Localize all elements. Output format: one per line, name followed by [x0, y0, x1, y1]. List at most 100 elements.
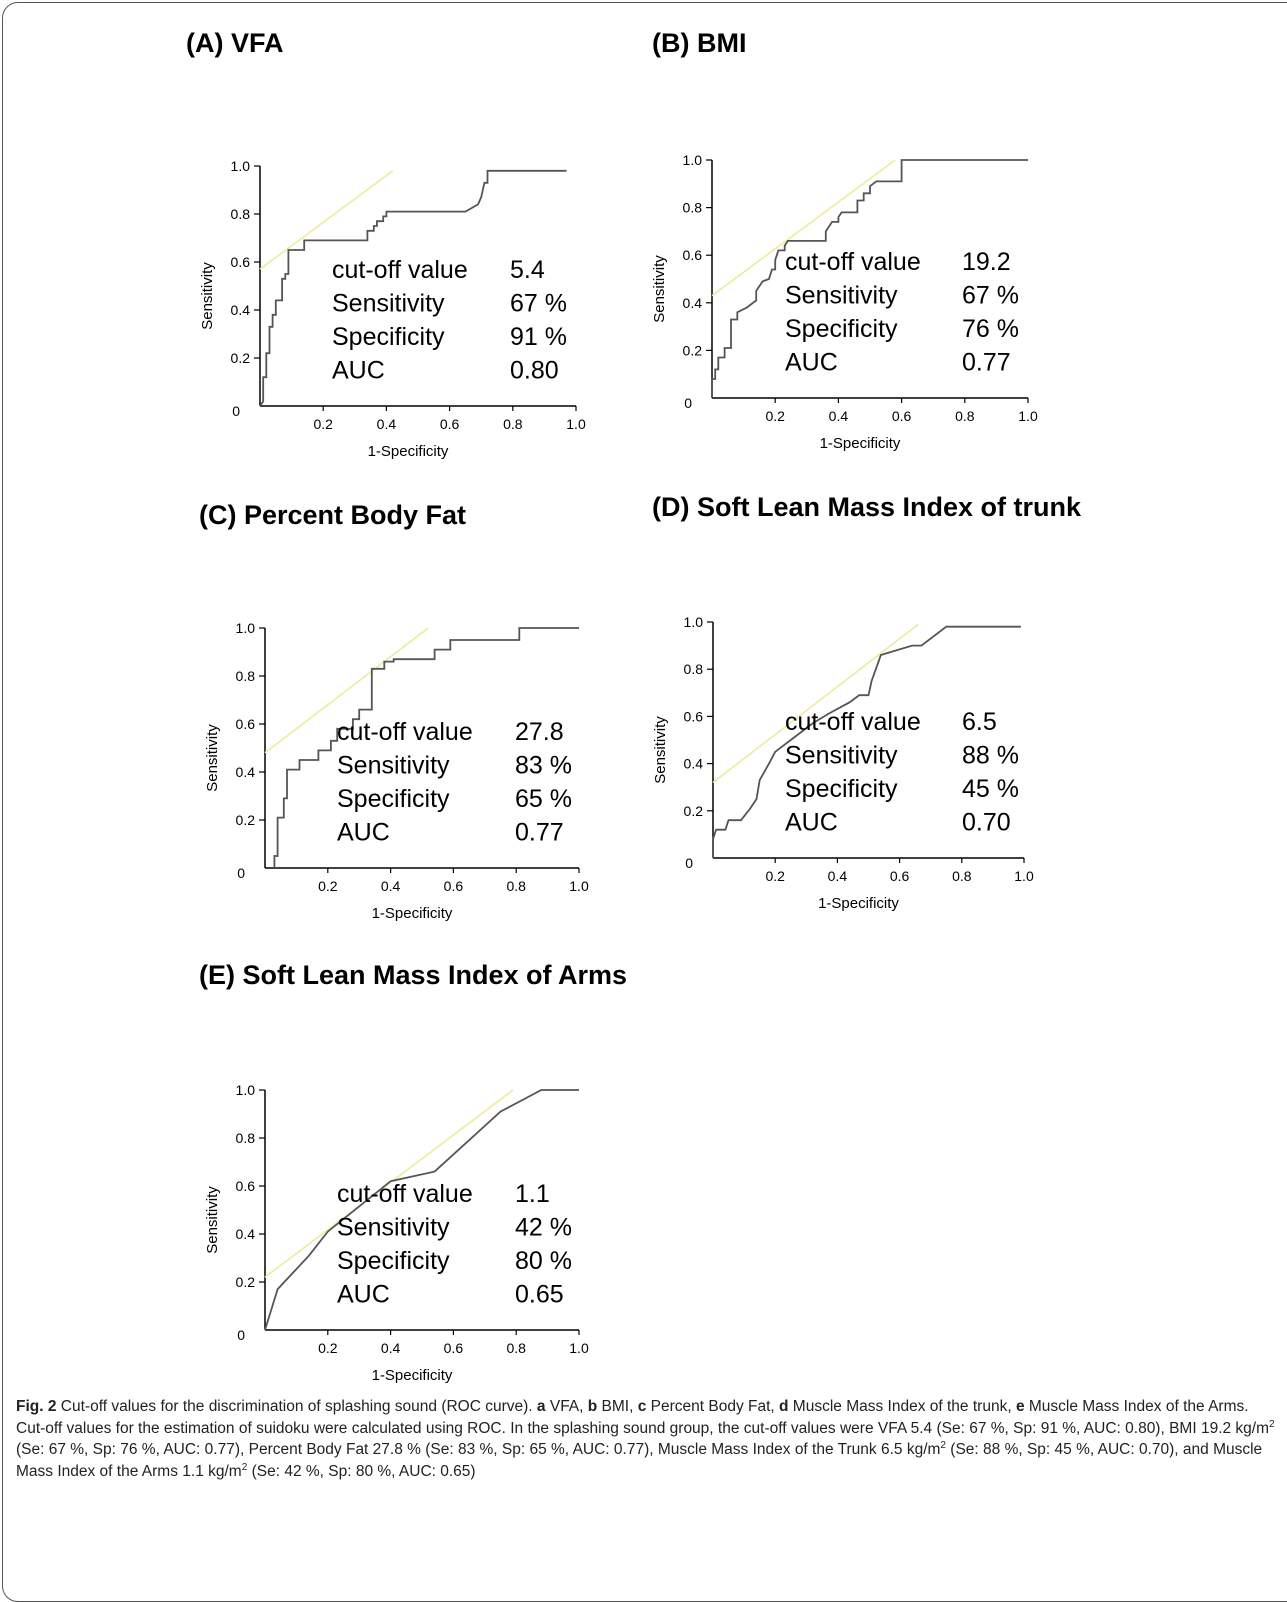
- y-tick-label: 0.8: [684, 661, 704, 677]
- x-tick-label: 0.8: [506, 878, 526, 894]
- stat-label: AUC: [785, 809, 838, 837]
- y-tick-label: 0.2: [231, 350, 251, 366]
- x-axis-label: 1-Specificity: [372, 905, 453, 922]
- caption-text: VFA,: [545, 1398, 588, 1415]
- y-tick-label: 0.2: [683, 342, 703, 358]
- x-tick-label: 0.4: [829, 408, 849, 424]
- stat-value: 80 %: [515, 1247, 572, 1275]
- youden-tangent-line: [259, 170, 394, 270]
- y-tick-label: 0: [232, 403, 240, 419]
- panel-c-title: (C) Percent Body Fat: [199, 500, 467, 530]
- caption-key-b: b: [587, 1398, 598, 1415]
- caption-text: Muscle Mass Index of the Arms. Cut-off v…: [16, 1398, 1270, 1437]
- x-axis-label: 1-Specificity: [818, 895, 899, 912]
- y-tick-label: 0.4: [236, 1226, 256, 1242]
- x-axis-label: 1-Specificity: [368, 443, 449, 460]
- panel-e-title: (E) Soft Lean Mass Index of Arms: [199, 960, 628, 990]
- stat-value: 45 %: [962, 775, 1019, 803]
- y-tick-label: 1.0: [684, 614, 704, 630]
- roc-plot-slmi-arms: 0 0.2 0.4 0.6 0.8 1.0 0.2 0.4 0.6 0.8 1.0 1-Specifi…: [204, 1082, 589, 1384]
- y-tick-label: 0.2: [236, 812, 256, 828]
- stat-value: 42 %: [515, 1214, 572, 1242]
- panel-b-title: (B) BMI: [652, 28, 747, 58]
- stat-value: 91 %: [510, 323, 567, 351]
- y-tick-label: 0.2: [684, 803, 704, 819]
- x-tick-label: 0.6: [892, 408, 912, 424]
- stat-label: cut-off value: [785, 248, 921, 276]
- stat-value: 19.2: [962, 248, 1011, 276]
- stat-label: AUC: [337, 819, 390, 847]
- y-tick-label: 0.8: [236, 1130, 256, 1146]
- x-axis-label: 1-Specificity: [372, 1367, 453, 1384]
- x-tick-label: 0.2: [765, 408, 785, 424]
- y-tick-label: 1.0: [683, 152, 703, 168]
- caption-fig-label: Fig. 2: [16, 1398, 57, 1415]
- y-tick-label: 0: [685, 855, 693, 871]
- roc-plot-bmi: 0 0.2 0.4 0.6 0.8 1.0 0.2 0.4 0.6 0.8 1.0 1-Specifi…: [651, 152, 1038, 452]
- roc-curve: [273, 627, 579, 868]
- x-tick-label: 0.2: [318, 1340, 338, 1356]
- stat-label: Specificity: [785, 315, 898, 343]
- x-tick-label: 0.2: [765, 868, 785, 884]
- caption-superscript: 2: [1269, 1418, 1275, 1430]
- x-axis-label: 1-Specificity: [820, 435, 901, 452]
- stat-label: Specificity: [785, 775, 898, 803]
- caption-key-e: e: [1015, 1398, 1025, 1415]
- x-tick-label: 1.0: [1014, 868, 1034, 884]
- figure-caption: Fig. 2 Cut-off values for the discrimina…: [16, 1396, 1278, 1482]
- x-tick-label: 1.0: [569, 1340, 589, 1356]
- y-tick-label: 0.2: [236, 1274, 256, 1290]
- x-tick-label: 0.8: [952, 868, 972, 884]
- stat-value: 6.5: [962, 708, 997, 736]
- stat-value: 1.1: [515, 1180, 550, 1208]
- y-tick-label: 0.4: [683, 295, 703, 311]
- x-tick-label: 1.0: [566, 416, 586, 432]
- x-tick-label: 0.2: [313, 416, 333, 432]
- y-tick-label: 0.4: [684, 756, 704, 772]
- x-tick-label: 0.4: [828, 868, 848, 884]
- x-tick-label: 0.4: [381, 1340, 401, 1356]
- x-tick-label: 0.8: [955, 408, 975, 424]
- stat-label: Specificity: [337, 1247, 450, 1275]
- x-tick-label: 0.6: [444, 1340, 464, 1356]
- roc-curve: [711, 159, 1028, 398]
- stat-label: AUC: [785, 349, 838, 377]
- stat-value: 67 %: [510, 290, 567, 318]
- roc-plot-vfa: 0 0.2 0.4 0.6 0.8 1.0 0.2 0.4 0.6 0.8 1.0 1-Specifi…: [199, 158, 586, 460]
- stat-value: 67 %: [962, 282, 1019, 310]
- stat-label: Sensitivity: [785, 742, 898, 770]
- roc-curve: [712, 625, 1021, 858]
- y-axis-label: Sensitivity: [651, 255, 668, 323]
- stat-label: cut-off value: [332, 256, 468, 284]
- x-tick-label: 1.0: [569, 878, 589, 894]
- roc-curve: [259, 169, 567, 407]
- y-tick-label: 0: [237, 1327, 245, 1343]
- y-tick-label: 0.6: [236, 716, 256, 732]
- y-tick-label: 0.8: [231, 206, 251, 222]
- roc-plot-slmi-trunk: 0 0.2 0.4 0.6 0.8 1.0 0.2 0.4 0.6 0.8 1.0 1-Specifi…: [652, 614, 1034, 912]
- stat-value: 76 %: [962, 315, 1019, 343]
- stat-label: AUC: [332, 357, 385, 385]
- stat-label: Sensitivity: [337, 752, 450, 780]
- stat-label: cut-off value: [785, 708, 921, 736]
- x-tick-label: 0.6: [890, 868, 910, 884]
- caption-superscript: 2: [241, 1461, 248, 1473]
- caption-superscript: 2: [940, 1439, 946, 1451]
- y-axis-label: Sensitivity: [199, 262, 216, 330]
- panel-a-title: (A) VFA: [186, 28, 284, 58]
- caption-text: Percent Body Fat,: [646, 1398, 780, 1415]
- y-tick-label: 0: [237, 865, 245, 881]
- y-tick-label: 0.8: [683, 200, 703, 216]
- x-tick-label: 0.4: [381, 878, 401, 894]
- roc-plot-percent-body-fat: 0 0.2 0.4 0.6 0.8 1.0 0.2 0.4 0.6 0.8 1.0 1-Specifi…: [204, 620, 589, 922]
- x-tick-label: 0.6: [444, 878, 464, 894]
- stat-value: 0.80: [510, 357, 559, 385]
- stat-value: 0.65: [515, 1281, 564, 1309]
- caption-text: (Se: 88 %, Sp: 45 %, AUC: 0.70), and Mus…: [16, 1441, 1263, 1480]
- y-tick-label: 1.0: [231, 158, 251, 174]
- x-tick-label: 0.8: [503, 416, 523, 432]
- y-tick-label: 0: [684, 395, 692, 411]
- stat-label: Sensitivity: [337, 1214, 450, 1242]
- stat-value: 27.8: [515, 718, 564, 746]
- caption-key-d: d: [779, 1398, 789, 1415]
